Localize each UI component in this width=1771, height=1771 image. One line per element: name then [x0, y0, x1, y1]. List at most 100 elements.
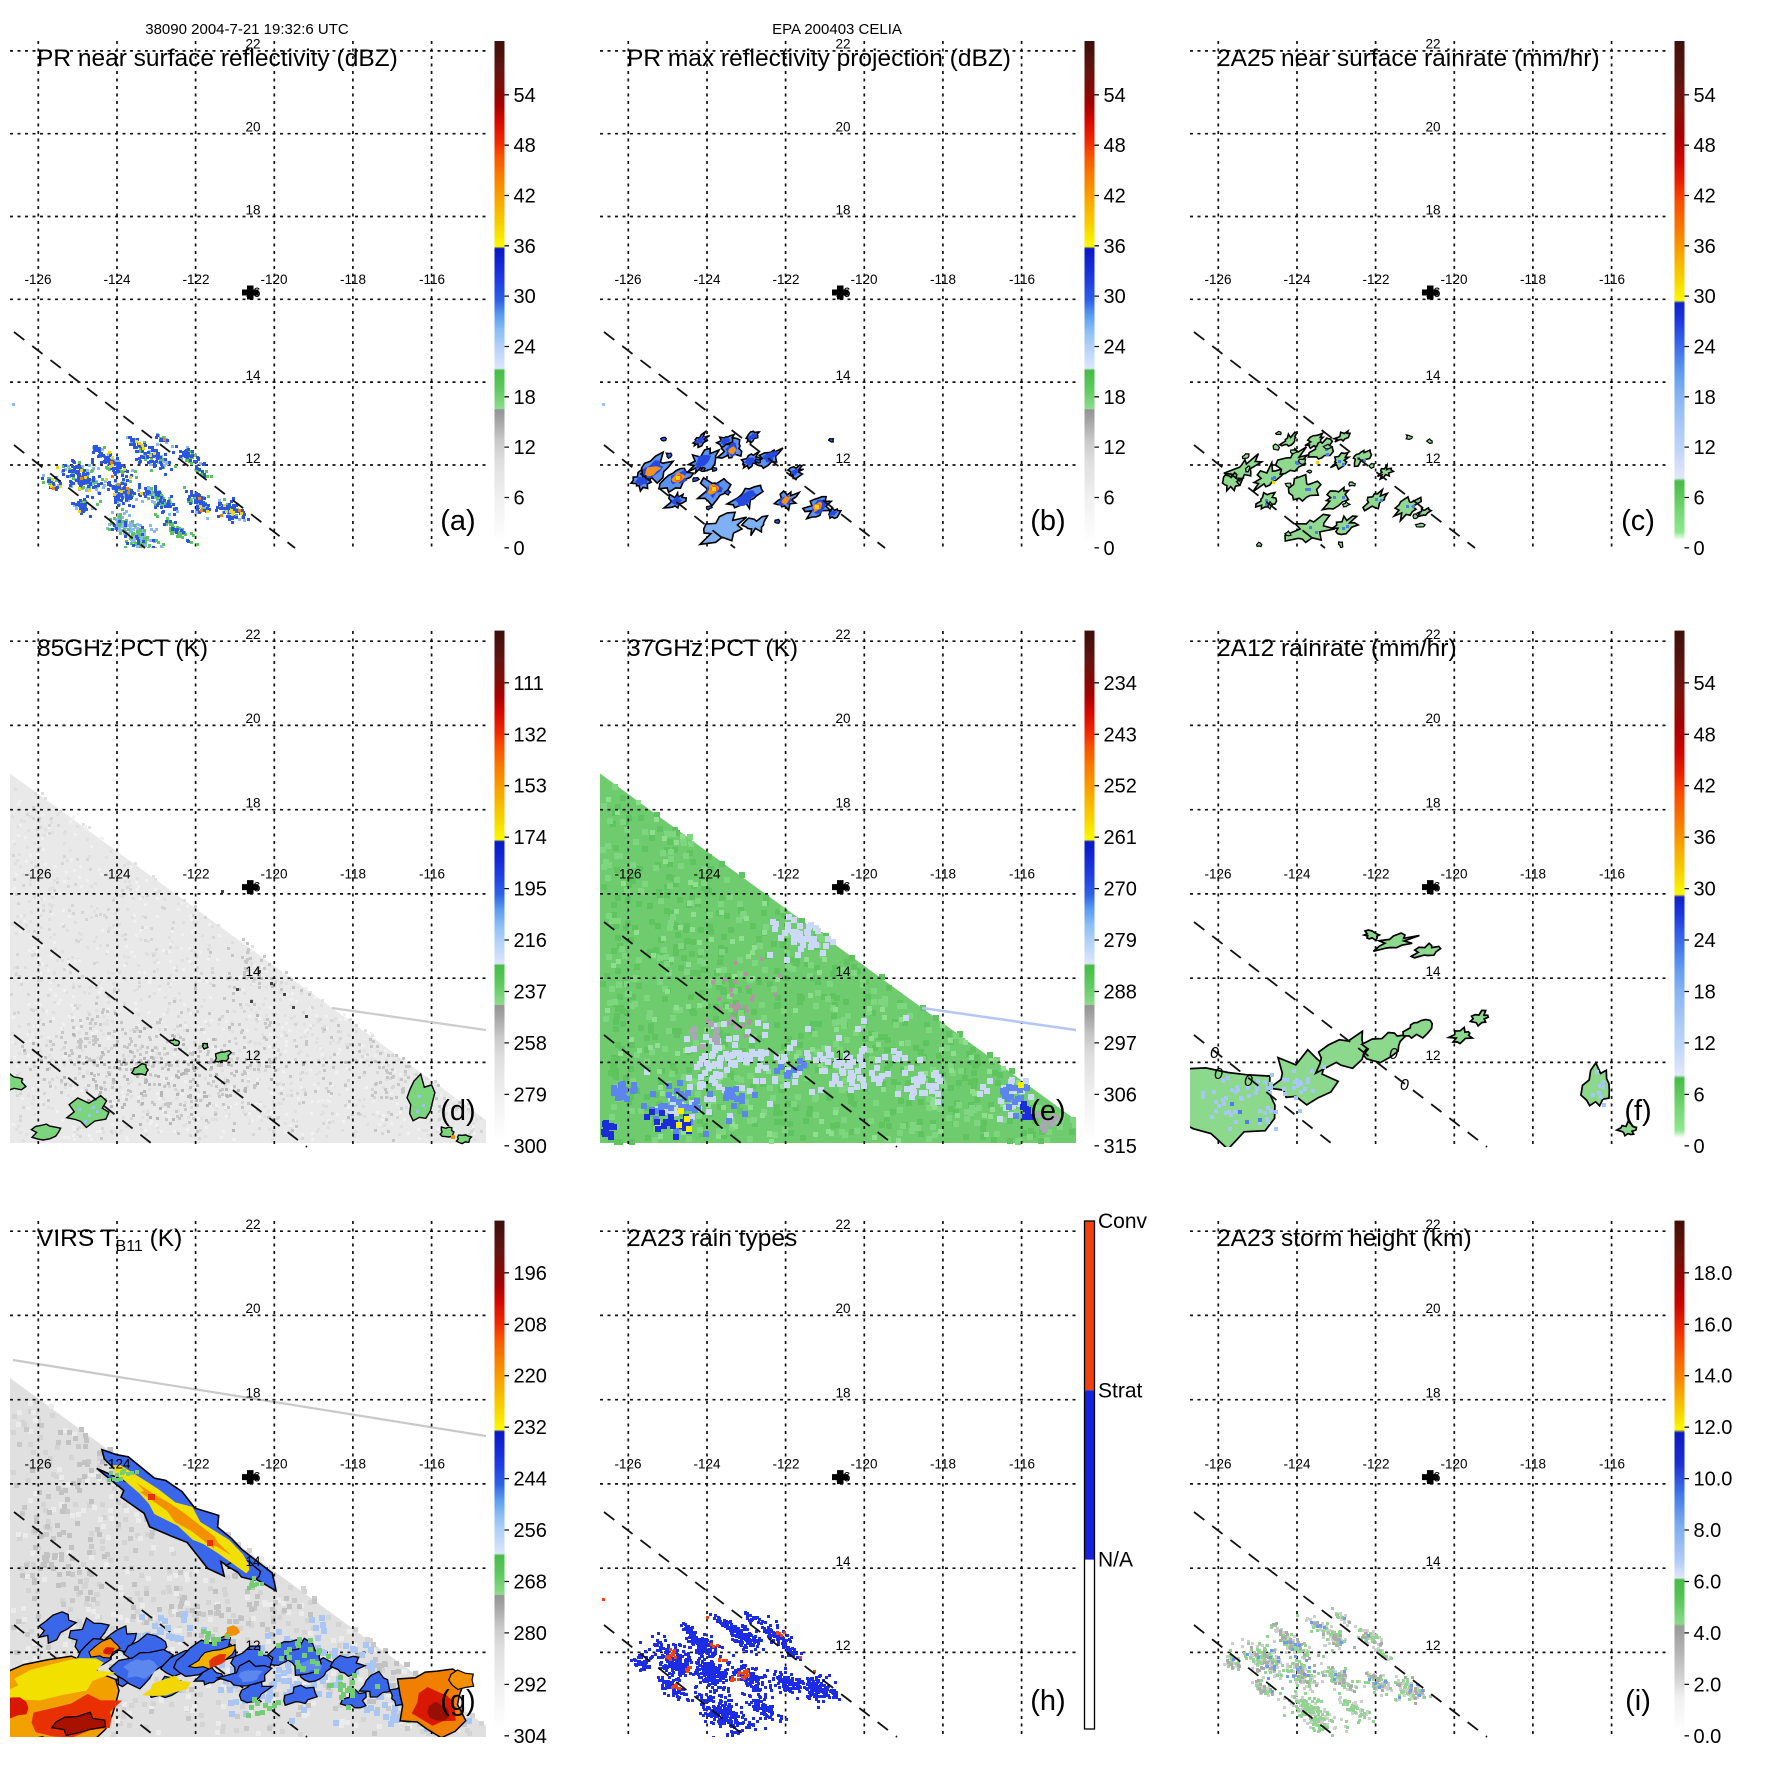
svg-text:220: 220 — [514, 1366, 547, 1388]
svg-text:30: 30 — [1694, 879, 1716, 901]
svg-text:18: 18 — [1694, 982, 1716, 1004]
svg-text:42: 42 — [1694, 776, 1716, 798]
svg-text:18: 18 — [835, 1386, 850, 1401]
svg-text:54: 54 — [1694, 673, 1716, 695]
svg-text:-122: -122 — [772, 1456, 799, 1471]
svg-text:2A23 rain types: 2A23 rain types — [627, 1225, 797, 1252]
svg-text:-116: -116 — [1599, 866, 1625, 881]
svg-text:14: 14 — [1425, 368, 1441, 383]
svg-text:42: 42 — [1104, 186, 1126, 208]
svg-text:-120: -120 — [850, 272, 877, 287]
svg-text:14: 14 — [245, 368, 261, 383]
svg-text:-118: -118 — [340, 272, 366, 287]
svg-text:-124: -124 — [693, 272, 721, 287]
svg-text:315: 315 — [1104, 1136, 1137, 1158]
svg-text:42: 42 — [1694, 186, 1716, 208]
svg-text:270: 270 — [1104, 879, 1137, 901]
svg-text:243: 243 — [1104, 724, 1137, 746]
svg-text:20: 20 — [245, 1301, 260, 1316]
svg-text:36: 36 — [1694, 827, 1716, 849]
svg-text:10.0: 10.0 — [1694, 1469, 1733, 1491]
svg-text:18: 18 — [1425, 1386, 1440, 1401]
svg-text:256: 256 — [514, 1520, 547, 1542]
svg-text:0: 0 — [1244, 1073, 1253, 1090]
svg-text:-122: -122 — [1362, 1456, 1389, 1471]
svg-text:30: 30 — [1104, 286, 1126, 308]
svg-text:252: 252 — [1104, 776, 1137, 798]
svg-text:54: 54 — [1694, 85, 1716, 107]
svg-text:0.0: 0.0 — [1694, 1726, 1722, 1748]
svg-text:20: 20 — [245, 120, 260, 135]
svg-text:-120: -120 — [850, 1456, 877, 1471]
svg-text:-122: -122 — [772, 272, 799, 287]
svg-text:-124: -124 — [103, 272, 131, 287]
svg-text:-124: -124 — [693, 1456, 721, 1471]
svg-text:2A12 rainrate (mm/hr): 2A12 rainrate (mm/hr) — [1217, 635, 1457, 662]
svg-text:-116: -116 — [1599, 272, 1625, 287]
svg-text:12: 12 — [1425, 451, 1440, 466]
svg-text:-120: -120 — [1440, 866, 1467, 881]
svg-text:22: 22 — [245, 37, 260, 52]
svg-text:2A23 storm height (km): 2A23 storm height (km) — [1217, 1225, 1472, 1252]
svg-text:8.0: 8.0 — [1694, 1520, 1722, 1542]
svg-text:-118: -118 — [340, 1456, 366, 1471]
svg-text:20: 20 — [835, 1301, 850, 1316]
svg-text:18: 18 — [1104, 387, 1126, 409]
svg-text:22: 22 — [1425, 1217, 1440, 1232]
svg-text:12: 12 — [245, 1638, 260, 1653]
svg-text:0: 0 — [1210, 1045, 1219, 1062]
svg-text:48: 48 — [1694, 724, 1716, 746]
svg-text:261: 261 — [1104, 827, 1137, 849]
svg-text:304: 304 — [514, 1726, 547, 1748]
svg-text:-118: -118 — [930, 1456, 956, 1471]
svg-text:196: 196 — [514, 1263, 547, 1285]
svg-text:-118: -118 — [1520, 866, 1546, 881]
svg-text:18: 18 — [245, 796, 260, 811]
svg-text:153: 153 — [514, 776, 547, 798]
svg-text:24: 24 — [1104, 337, 1126, 359]
svg-text:-124: -124 — [1283, 866, 1311, 881]
svg-text:279: 279 — [514, 1084, 547, 1106]
svg-text:-118: -118 — [1520, 1456, 1546, 1471]
svg-text:18: 18 — [835, 796, 850, 811]
svg-text:-122: -122 — [1362, 272, 1389, 287]
svg-text:258: 258 — [514, 1033, 547, 1055]
svg-text:280: 280 — [514, 1623, 547, 1645]
svg-text:-124: -124 — [103, 1456, 131, 1471]
svg-text:48: 48 — [514, 135, 536, 157]
svg-text:20: 20 — [1425, 1301, 1440, 1316]
svg-text:12: 12 — [245, 451, 260, 466]
svg-text:292: 292 — [514, 1674, 547, 1696]
svg-text:-122: -122 — [182, 866, 209, 881]
svg-text:22: 22 — [245, 627, 260, 642]
svg-text:85GHz PCT (K): 85GHz PCT (K) — [37, 635, 208, 662]
svg-text:54: 54 — [1104, 85, 1126, 107]
svg-text:4.0: 4.0 — [1694, 1623, 1722, 1645]
svg-text:36: 36 — [514, 236, 536, 258]
svg-text:14: 14 — [835, 368, 851, 383]
svg-text:18: 18 — [514, 387, 536, 409]
svg-text:20: 20 — [245, 711, 260, 726]
svg-text:VIRS TB11 (K): VIRS TB11 (K) — [37, 1225, 182, 1255]
svg-text:-120: -120 — [260, 272, 287, 287]
svg-text:54: 54 — [514, 85, 536, 107]
svg-text:-120: -120 — [260, 866, 287, 881]
svg-text:6: 6 — [1694, 1084, 1705, 1106]
svg-text:-122: -122 — [772, 866, 799, 881]
svg-text:EPA 200403 CELIA: EPA 200403 CELIA — [772, 21, 902, 38]
svg-text:-126: -126 — [24, 1456, 51, 1471]
svg-text:111: 111 — [514, 673, 544, 695]
svg-text:-116: -116 — [1009, 272, 1035, 287]
svg-text:0: 0 — [1104, 538, 1115, 560]
svg-text:14.0: 14.0 — [1694, 1366, 1733, 1388]
svg-text:12: 12 — [835, 451, 850, 466]
svg-text:(h): (h) — [1030, 1685, 1065, 1717]
svg-text:36: 36 — [1694, 236, 1716, 258]
svg-text:(c): (c) — [1621, 505, 1655, 537]
svg-text:-116: -116 — [419, 272, 445, 287]
svg-text:-122: -122 — [1362, 866, 1389, 881]
svg-text:208: 208 — [514, 1314, 547, 1336]
svg-text:22: 22 — [245, 1217, 260, 1232]
svg-text:20: 20 — [1425, 120, 1440, 135]
svg-text:PR near surface reflectivity (: PR near surface reflectivity (dBZ) — [37, 45, 398, 72]
